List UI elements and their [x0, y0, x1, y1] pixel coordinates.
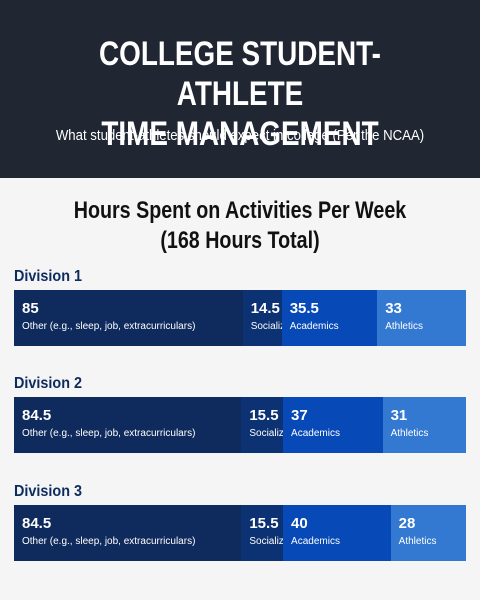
chart-title-line2: (168 Hours Total) — [160, 227, 320, 254]
data-label: 84.5 — [22, 515, 52, 532]
chart-title: Hours Spent on Activities Per Week (168 … — [43, 196, 437, 256]
page-title-line1: COLLEGE STUDENT-ATHLETE — [99, 35, 381, 113]
bar-segment: 85 Other (e.g., sleep, job, extracurricul… — [14, 290, 243, 346]
bar-segment: 84.5 Other (e.g., sleep, job, extracurric… — [14, 397, 242, 453]
division-label: Division 2 — [14, 375, 83, 392]
data-label: 37 — [291, 407, 308, 424]
data-label: 14.5 — [250, 300, 280, 317]
page-title: COLLEGE STUDENT-ATHLETE TIME MANAGEMENT — [43, 34, 437, 154]
data-label: 84.5 — [22, 407, 52, 424]
chart-title-line1: Hours Spent on Activities Per Week — [73, 197, 407, 224]
segment-series-label: Other (e.g., sleep, job, extracurricular… — [22, 536, 196, 547]
bar-segment: 15.5 Socializing — [241, 397, 284, 453]
division-row: Division 3 84.5 Other (e.g., sleep, job, e… — [14, 483, 466, 563]
data-label: 15.5 — [249, 407, 279, 424]
header-banner: COLLEGE STUDENT-ATHLETE TIME MANAGEMENT … — [0, 0, 480, 178]
segment-series-label: Other (e.g., sleep, job, extracurricular… — [22, 428, 196, 439]
data-label: 28 — [398, 515, 416, 532]
segment-series-label: Socializing — [249, 428, 284, 439]
page-title-line2: TIME MANAGEMENT — [101, 115, 379, 153]
bar-segment: 40 Academics — [283, 505, 391, 561]
division-label: Division 3 — [14, 483, 83, 500]
segment-series-label: Athletics — [390, 428, 429, 439]
segment-series-label: Other (e.g., sleep, job, extracurricular… — [22, 321, 196, 332]
bar-segment: 31 Athletics — [382, 397, 466, 453]
segment-series-label: Academics — [291, 536, 340, 547]
bar-segment: 14.5 Socializing — [242, 290, 282, 346]
segment-series-label: Athletics — [398, 536, 437, 547]
bar-segment: 33 Athletics — [377, 290, 466, 346]
stacked-bar: 84.5 Other (e.g., sleep, job, extracurric… — [14, 397, 466, 453]
segment-series-label: Academics — [291, 428, 340, 439]
data-label: 85 — [22, 300, 39, 317]
bar-segment: 37 Academics — [283, 397, 383, 453]
data-label: 40 — [291, 515, 308, 532]
division-label: Division 1 — [14, 268, 83, 285]
data-label: 31 — [390, 407, 408, 424]
segment-series-label: Athletics — [385, 321, 423, 332]
segment-series-label: Socializing — [250, 321, 282, 332]
division-row: Division 2 84.5 Other (e.g., sleep, job, e… — [14, 375, 466, 455]
segment-series-label: Academics — [289, 321, 339, 332]
data-label: 33 — [385, 300, 402, 317]
page-subtitle: What student-athletes should expect in c… — [55, 127, 425, 144]
bar-segment: 15.5 Socializing — [241, 505, 284, 561]
data-label: 15.5 — [249, 515, 279, 532]
division-row: Division 1 85 Other (e.g., sleep, job, ext… — [14, 268, 466, 348]
stacked-bar: 85 Other (e.g., sleep, job, extracurricul… — [14, 290, 466, 346]
segment-series-label: Socializing — [249, 536, 284, 547]
data-label: 35.5 — [289, 300, 319, 317]
bar-segment: 28 Athletics — [390, 505, 466, 561]
stacked-bar: 84.5 Other (e.g., sleep, job, extracurric… — [14, 505, 466, 561]
bar-segment: 84.5 Other (e.g., sleep, job, extracurric… — [14, 505, 242, 561]
bar-segment: 35.5 Academics — [281, 290, 378, 346]
